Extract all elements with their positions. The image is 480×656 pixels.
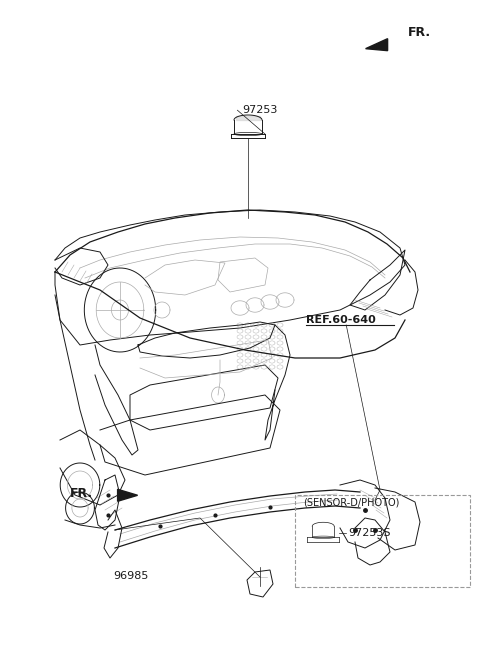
- Text: 97253: 97253: [242, 105, 278, 115]
- Text: 97253S: 97253S: [348, 528, 391, 539]
- Bar: [295, 495, 470, 587]
- Polygon shape: [118, 489, 138, 501]
- Text: 96985: 96985: [113, 571, 148, 581]
- Text: FR.: FR.: [408, 26, 431, 39]
- Text: (SENSOR-D/PHOTO): (SENSOR-D/PHOTO): [303, 497, 399, 507]
- Text: FR.: FR.: [70, 487, 93, 500]
- Text: REF.60-640: REF.60-640: [306, 315, 376, 325]
- Polygon shape: [366, 39, 387, 51]
